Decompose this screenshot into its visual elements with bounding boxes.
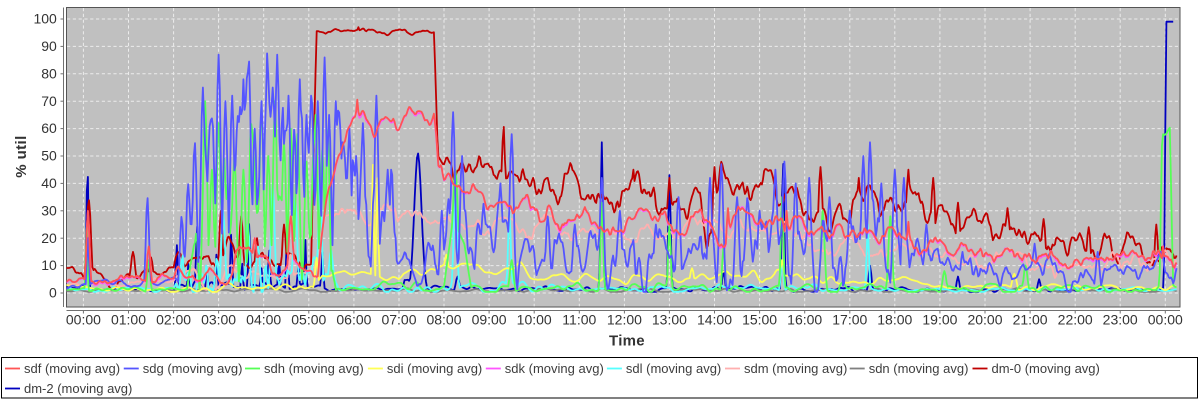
svg-text:00:00: 00:00 [1148,312,1183,328]
svg-text:17:00: 17:00 [832,312,867,328]
svg-text:20:00: 20:00 [967,312,1002,328]
svg-text:sdg (moving avg): sdg (moving avg) [143,361,243,376]
svg-text:05:00: 05:00 [291,312,326,328]
svg-text:0: 0 [49,285,57,301]
svg-text:21:00: 21:00 [1013,312,1048,328]
svg-text:12:00: 12:00 [607,312,642,328]
svg-text:sdl (moving avg): sdl (moving avg) [626,361,721,376]
svg-text:90: 90 [41,38,57,54]
svg-text:11:00: 11:00 [562,312,596,328]
svg-text:sdn (moving avg): sdn (moving avg) [869,361,969,376]
svg-text:23:00: 23:00 [1103,312,1138,328]
svg-text:18:00: 18:00 [877,312,912,328]
svg-text:80: 80 [41,65,57,81]
svg-text:sdh (moving avg): sdh (moving avg) [264,361,364,376]
svg-text:13:00: 13:00 [652,312,687,328]
svg-text:20: 20 [41,230,57,246]
svg-text:03:00: 03:00 [201,312,236,328]
svg-text:14:00: 14:00 [697,312,732,328]
svg-text:15:00: 15:00 [742,312,777,328]
svg-text:22:00: 22:00 [1058,312,1093,328]
svg-text:10:00: 10:00 [517,312,552,328]
svg-text:sdf (moving avg): sdf (moving avg) [24,361,120,376]
svg-text:50: 50 [41,148,57,164]
svg-text:40: 40 [41,175,57,191]
svg-text:% util: % util [13,135,30,177]
svg-text:dm-2 (moving avg): dm-2 (moving avg) [24,381,132,396]
svg-text:60: 60 [41,120,57,136]
svg-text:07:00: 07:00 [381,312,416,328]
svg-text:16:00: 16:00 [787,312,822,328]
svg-text:06:00: 06:00 [336,312,371,328]
svg-text:09:00: 09:00 [472,312,507,328]
svg-text:sdi (moving avg): sdi (moving avg) [387,361,482,376]
svg-text:02:00: 02:00 [156,312,191,328]
svg-text:00:00: 00:00 [66,312,101,328]
svg-text:sdm (moving avg): sdm (moving avg) [744,361,847,376]
svg-text:sdk (moving avg): sdk (moving avg) [505,361,604,376]
svg-text:100: 100 [33,11,57,27]
svg-text:30: 30 [41,202,57,218]
svg-text:01:00: 01:00 [111,312,146,328]
svg-text:dm-0 (moving avg): dm-0 (moving avg) [992,361,1100,376]
svg-text:08:00: 08:00 [426,312,461,328]
svg-text:04:00: 04:00 [246,312,281,328]
svg-text:70: 70 [41,93,57,109]
svg-text:Time: Time [609,333,645,350]
svg-text:19:00: 19:00 [922,312,957,328]
svg-text:10: 10 [41,257,57,273]
